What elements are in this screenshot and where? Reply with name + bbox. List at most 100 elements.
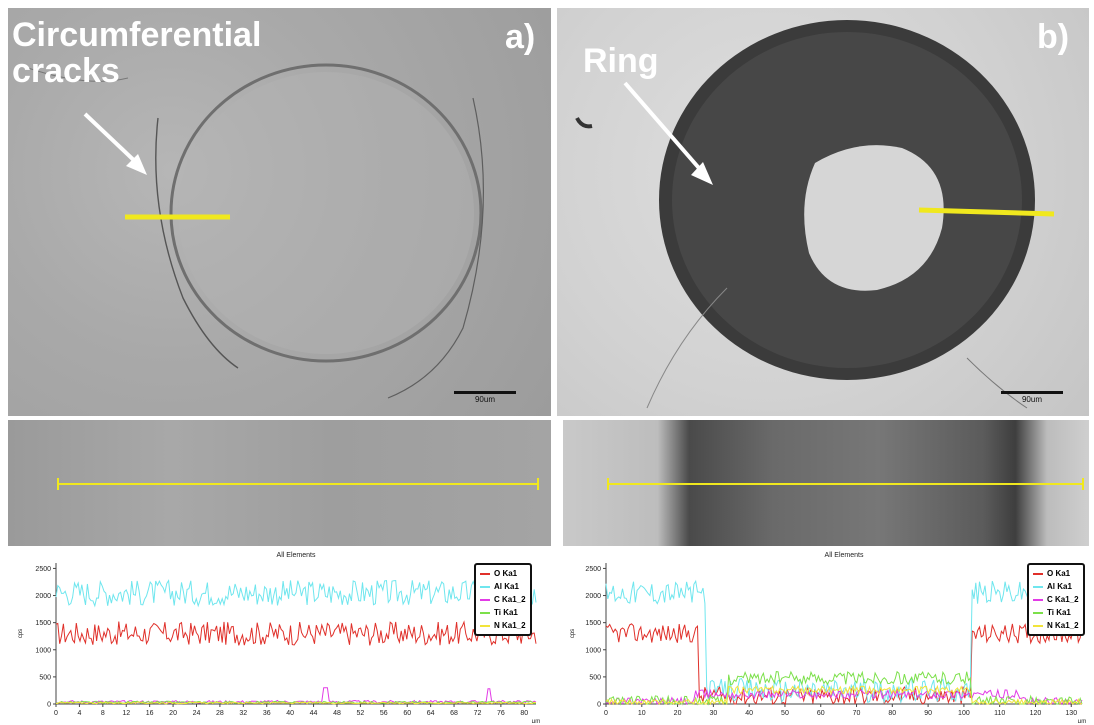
x-tick-label: 68 (450, 710, 458, 717)
ring-center (804, 145, 944, 291)
panel-letter-b: b) (1037, 18, 1070, 56)
x-tick-label: 10 (638, 710, 646, 717)
crack-line (966, 357, 1028, 409)
legend-item: O Ka1 (480, 567, 526, 580)
legend-swatch (480, 598, 490, 601)
legend-item: O Ka1 (1033, 567, 1079, 580)
series-line-c (605, 688, 1083, 706)
linescan-strip-a (8, 420, 551, 546)
legend-label: N Ka1_2 (1047, 621, 1079, 630)
annotation-label-ring: Ring (583, 42, 659, 80)
y-tick-label: 2500 (585, 566, 601, 573)
chart-title: All Elements (277, 552, 316, 559)
series-line-al (605, 579, 1083, 704)
scale-bar-b: 90um (1001, 391, 1063, 404)
annotation-arrow-shaft (623, 81, 707, 177)
x-tick-label: 60 (403, 710, 411, 717)
y-tick-label: 2000 (585, 593, 601, 600)
crack-line (646, 287, 728, 409)
x-tick-label: 44 (310, 710, 318, 717)
legend-swatch (1033, 585, 1043, 588)
x-tick-label: 130 (1065, 710, 1077, 717)
x-tick-label: 40 (286, 710, 294, 717)
legend-label: Ti Ka1 (494, 608, 518, 617)
x-tick-label: 80 (520, 710, 528, 717)
x-tick-label: 8 (101, 710, 105, 717)
chart-b-svg: All Elements 0 500 1000 1500 2000 2500 0 10 20 30 4… (570, 552, 1086, 723)
sem-image-a-graphic (27, 63, 484, 399)
series-line-o (605, 623, 1083, 705)
series-line-n (55, 701, 537, 705)
series-line-al (55, 579, 537, 608)
legend-label: O Ka1 (494, 569, 518, 578)
x-tick-label: 24 (193, 710, 201, 717)
y-tick-label: 1000 (35, 647, 51, 654)
x-tick-label: 40 (745, 710, 753, 717)
legend-swatch (480, 611, 490, 614)
y-tick-label: 2500 (35, 566, 51, 573)
x-tick-label: 80 (888, 710, 896, 717)
annotation-line-2: cracks (12, 51, 120, 90)
crack-line (155, 117, 239, 369)
legend-label: Ti Ka1 (1047, 608, 1071, 617)
x-tick-label: 12 (122, 710, 130, 717)
legend-swatch (480, 624, 490, 627)
x-tick-label: 120 (1030, 710, 1042, 717)
scale-bar-line (1001, 391, 1063, 394)
legend-item: C Ka1_2 (1033, 593, 1079, 606)
y-tick-label: 1500 (35, 620, 51, 627)
linescan-marker (918, 207, 1055, 217)
legend-item: N Ka1_2 (1033, 619, 1079, 632)
x-tick-label: 0 (54, 710, 58, 717)
y-axis-label: cps (18, 629, 24, 638)
legend-label: C Ka1_2 (494, 595, 526, 604)
scale-bar-line (454, 391, 516, 394)
x-tick-label: 64 (427, 710, 435, 717)
legend-item: C Ka1_2 (480, 593, 526, 606)
linescan-strip-b (563, 420, 1089, 546)
legend-label: Al Ka1 (1047, 582, 1072, 591)
crack-line (387, 97, 484, 399)
annotation-arrow-shaft (83, 112, 142, 168)
x-tick-label: 50 (781, 710, 789, 717)
legend-label: O Ka1 (1047, 569, 1071, 578)
x-tick-label: 72 (474, 710, 482, 717)
y-axis-label: cps (570, 629, 576, 638)
x-tick-label: 52 (356, 710, 364, 717)
x-tick-label: 0 (604, 710, 608, 717)
x-tick-label: 28 (216, 710, 224, 717)
linescan-strip-b-graphic (607, 478, 1084, 490)
series-line-o (55, 620, 537, 646)
scale-bar-label: 90um (474, 395, 495, 404)
y-tick-label: 1500 (585, 620, 601, 627)
x-tick-label: 110 (994, 710, 1005, 717)
legend-swatch (480, 572, 490, 575)
sem-image-a: Circumferential cracks a) 90um (8, 8, 551, 416)
y-tick-label: 0 (597, 702, 601, 709)
legend-item: Al Ka1 (1033, 580, 1079, 593)
y-tick-label: 500 (589, 674, 601, 681)
y-tick-label: 2000 (35, 593, 51, 600)
y-tick-label: 0 (47, 702, 51, 709)
scale-bar-label: 90um (1021, 395, 1042, 404)
annotation-label-circumferential: Circumferential cracks (12, 16, 262, 90)
wear-scar-area (178, 72, 474, 354)
x-tick-label: 56 (380, 710, 388, 717)
legend-item: Ti Ka1 (1033, 606, 1079, 619)
x-axis-label: μm (1078, 719, 1086, 723)
x-tick-label: 16 (146, 710, 154, 717)
series-line-n (605, 684, 1083, 706)
debris-mark (575, 117, 593, 129)
legend-swatch (1033, 611, 1043, 614)
chart-b-legend: O Ka1 Al Ka1 C Ka1_2 Ti Ka1 N Ka1_2 (1027, 563, 1085, 636)
linescan-strip-a-graphic (57, 478, 539, 490)
x-tick-label: 90 (924, 710, 932, 717)
y-tick-label: 500 (39, 674, 51, 681)
x-tick-label: 100 (958, 710, 970, 717)
scale-bar-a: 90um (454, 391, 516, 404)
x-tick-label: 48 (333, 710, 341, 717)
x-tick-label: 70 (853, 710, 861, 717)
annotation-line-1: Circumferential (12, 16, 262, 54)
crack-line (27, 67, 129, 82)
x-tick-label: 76 (497, 710, 505, 717)
